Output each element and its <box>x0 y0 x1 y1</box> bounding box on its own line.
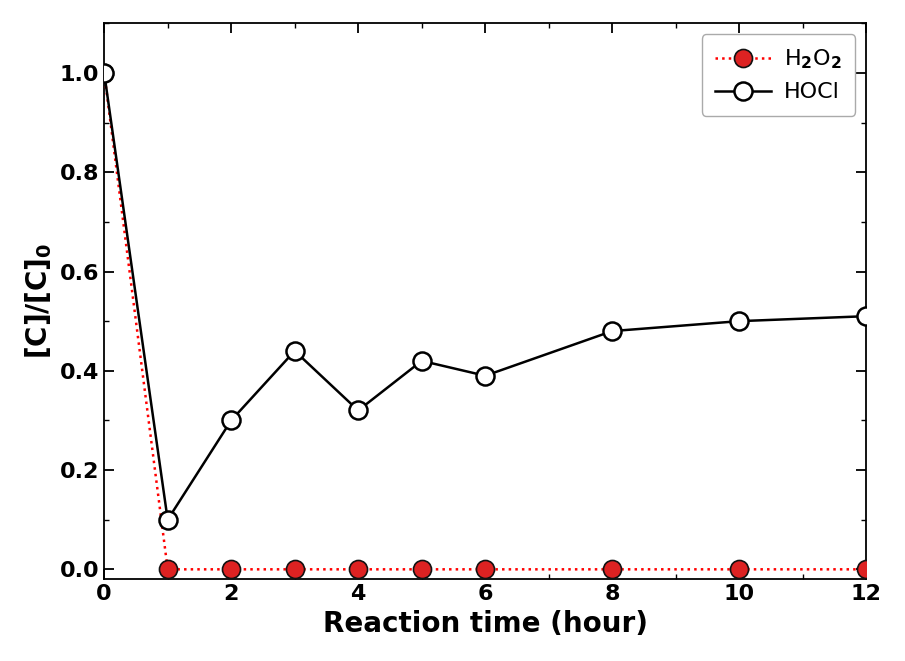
X-axis label: Reaction time (hour): Reaction time (hour) <box>323 609 648 638</box>
H$_2$O$_2$ <box>290 565 300 573</box>
H$_2$O$_2$ <box>606 565 617 573</box>
H$_2$O$_2$ <box>480 565 491 573</box>
HOCl <box>225 416 236 424</box>
Y-axis label: [C]/[C]$_0$: [C]/[C]$_0$ <box>24 243 54 360</box>
HOCl <box>734 317 745 325</box>
HOCl <box>416 357 427 365</box>
HOCl <box>162 516 173 524</box>
H$_2$O$_2$ <box>162 565 173 573</box>
HOCl <box>606 327 617 335</box>
Line: H$_2$O$_2$: H$_2$O$_2$ <box>95 64 875 578</box>
H$_2$O$_2$ <box>99 69 110 77</box>
H$_2$O$_2$ <box>353 565 364 573</box>
HOCl <box>353 407 364 414</box>
H$_2$O$_2$ <box>861 565 872 573</box>
Legend: H$_2$O$_2$, HOCl: H$_2$O$_2$, HOCl <box>702 34 855 116</box>
HOCl <box>99 69 110 77</box>
Line: HOCl: HOCl <box>95 64 875 529</box>
H$_2$O$_2$ <box>416 565 427 573</box>
HOCl <box>290 347 300 355</box>
H$_2$O$_2$ <box>225 565 236 573</box>
H$_2$O$_2$ <box>734 565 745 573</box>
HOCl <box>480 371 491 379</box>
HOCl <box>861 312 872 320</box>
